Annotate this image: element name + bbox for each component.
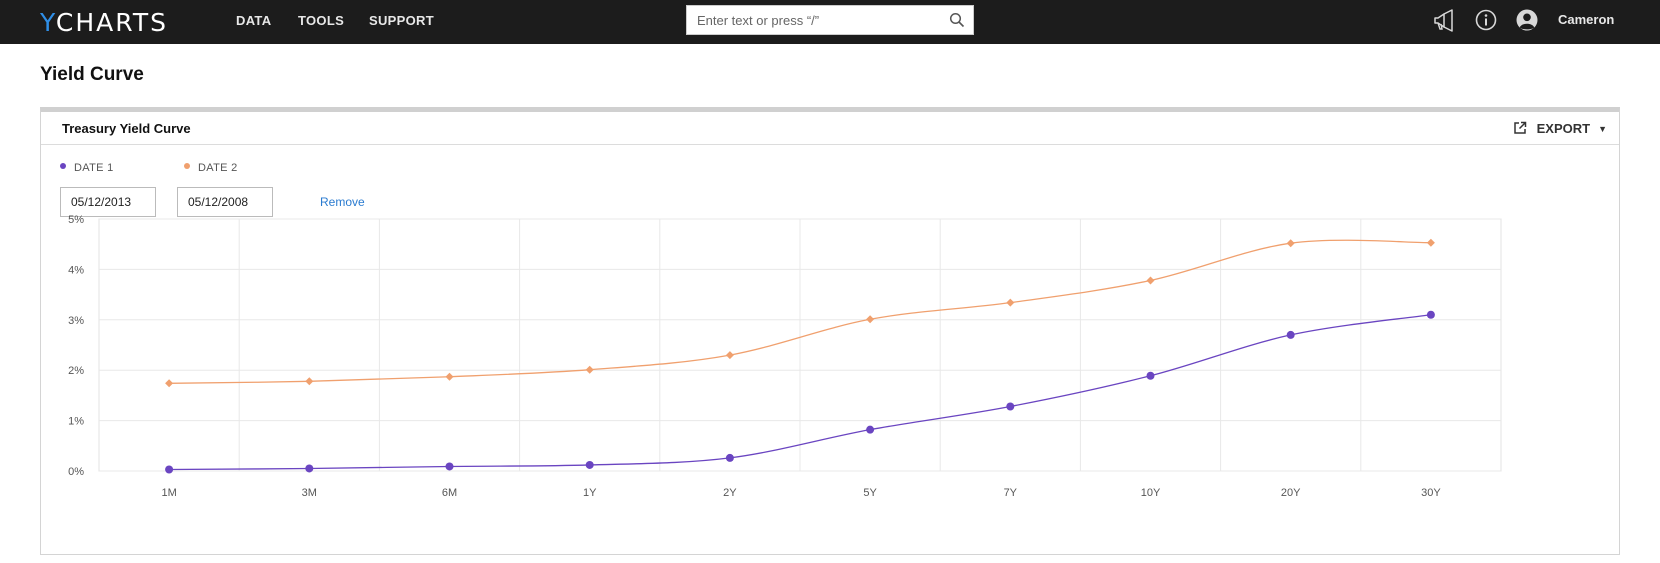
data-point-date-2 [866,315,875,324]
search-box [686,5,974,35]
data-point-date-2 [165,379,174,388]
x-tick-label: 6M [442,487,457,499]
nav-tools[interactable]: TOOLS [298,13,345,28]
caret-down-icon: ▼ [1598,124,1607,134]
legend-dot-date-1 [60,163,66,169]
x-tick-label: 1Y [583,487,597,499]
data-point-date-2 [1286,239,1295,248]
legend-date-2: DATE 2 [184,162,238,174]
series-line-date-2 [169,239,1431,384]
data-point-date-1 [445,462,454,471]
x-tick-label: 10Y [1141,487,1161,499]
legend-date-1: DATE 1 [60,162,114,174]
nav-data[interactable]: DATA [236,13,272,28]
y-tick-label: 4% [68,264,84,276]
info-icon[interactable] [1474,9,1498,33]
data-point-date-1 [165,465,174,474]
y-tick-label: 2% [68,365,84,377]
data-point-date-1 [305,464,314,473]
data-point-date-1 [866,425,875,434]
x-tick-label: 5Y [863,487,877,499]
export-label: EXPORT [1536,121,1591,136]
data-point-date-2 [445,372,454,381]
external-link-icon [1513,121,1526,134]
remove-date-link[interactable]: Remove [320,195,365,209]
y-tick-label: 0% [68,466,84,478]
x-tick-label: 2Y [723,487,737,499]
export-button[interactable]: EXPORT ▼ [1513,112,1607,145]
data-point-date-1 [1426,310,1435,319]
legend-dot-date-2 [184,163,190,169]
x-tick-label: 3M [302,487,317,499]
series-line-date-1 [169,314,1431,471]
user-avatar-icon[interactable] [1515,9,1539,33]
y-tick-label: 1% [68,416,84,428]
page-title: Yield Curve [40,64,144,85]
top-navigation-bar: YCHARTS DATA TOOLS SUPPORT Cameron [0,0,1660,44]
yield-curve-card: Treasury Yield Curve EXPORT ▼ DATE 1 DATE… [40,107,1620,555]
y-tick-label: 3% [68,315,84,327]
megaphone-icon[interactable] [1432,9,1456,33]
username[interactable]: Cameron [1558,12,1615,27]
data-point-date-1 [1006,402,1015,411]
card-title: Treasury Yield Curve [62,121,191,136]
x-tick-label: 30Y [1421,487,1441,499]
search-icon[interactable] [949,12,965,28]
nav-support[interactable]: SUPPORT [369,13,434,28]
data-point-date-2 [725,351,734,360]
data-point-date-2 [305,377,314,386]
x-tick-label: 1M [161,487,176,499]
x-tick-label: 7Y [1004,487,1018,499]
data-point-date-1 [1146,371,1155,380]
data-point-date-1 [1286,330,1295,339]
x-tick-label: 20Y [1281,487,1301,499]
data-point-date-2 [1146,276,1155,285]
yield-curve-chart: 0% 1% 2% 3% 4% 5% 1M 3M 6M 1Y 2Y 5Y 7Y 10Y 20Y 30Y [68,214,1502,499]
ycharts-logo[interactable]: YCHARTS [40,8,168,37]
date-2-input[interactable] [177,187,273,217]
data-point-date-1 [725,453,734,462]
data-point-date-2 [1006,298,1015,307]
data-point-date-2 [1426,238,1435,247]
data-point-date-2 [585,365,594,374]
search-input[interactable] [687,6,937,34]
card-header: Treasury Yield Curve EXPORT ▼ [41,112,1619,145]
date-1-input[interactable] [60,187,156,217]
y-tick-label: 5% [68,214,84,226]
data-point-date-1 [585,460,594,469]
